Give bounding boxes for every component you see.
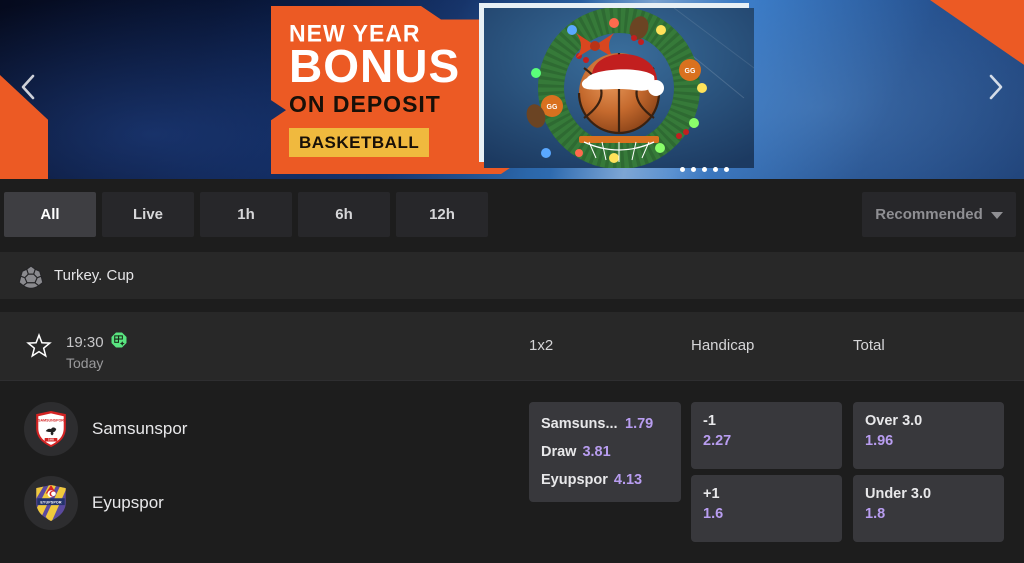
svg-text:EYUPSPOR: EYUPSPOR xyxy=(40,500,62,504)
svg-text:GG: GG xyxy=(685,68,696,75)
svg-text:1965: 1965 xyxy=(48,438,55,442)
svg-text:GG: GG xyxy=(547,104,558,111)
svg-text:SAMSUNSPOR: SAMSUNSPOR xyxy=(38,419,64,423)
